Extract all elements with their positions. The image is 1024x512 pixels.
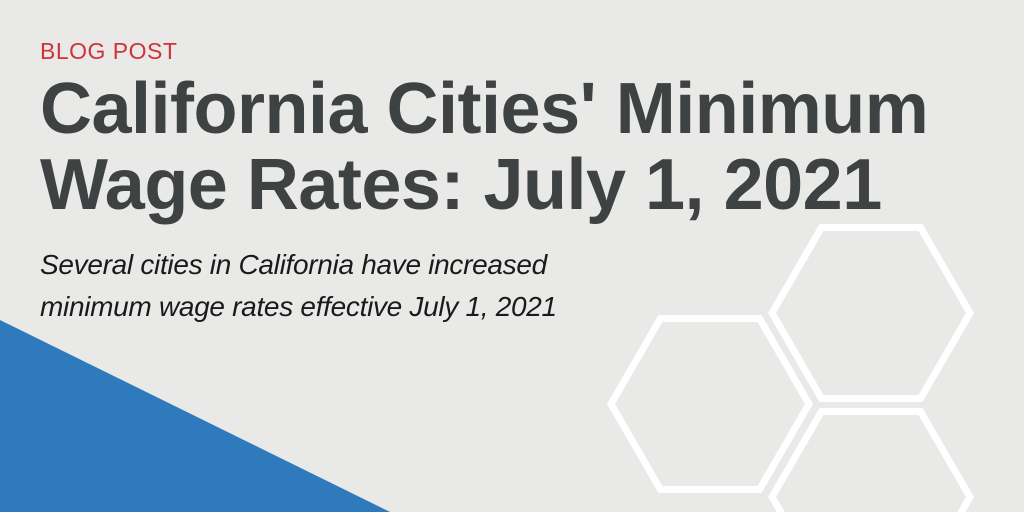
hexagon-outline-icon <box>767 408 975 512</box>
page-title-line1: California Cities' Minimum <box>40 69 929 149</box>
subtitle-line2: minimum wage rates effective July 1, 202… <box>40 291 557 322</box>
blue-corner-triangle-icon <box>0 320 390 512</box>
hexagon-outline-icon <box>767 224 975 402</box>
hexagon-pattern <box>606 224 975 512</box>
page-title: California Cities' Minimum Wage Rates: Ju… <box>40 71 994 223</box>
page-title-line2: Wage Rates: July 1, 2021 <box>40 145 882 225</box>
blog-post-label: BLOG POST <box>40 38 178 64</box>
banner-content: BLOG POST California Cities' Minimum Wage… <box>40 38 994 328</box>
subtitle-line1: Several cities in California have increa… <box>40 249 547 280</box>
subtitle: Several cities in California have increa… <box>40 244 994 328</box>
hexagon-outline-icon <box>606 315 814 493</box>
